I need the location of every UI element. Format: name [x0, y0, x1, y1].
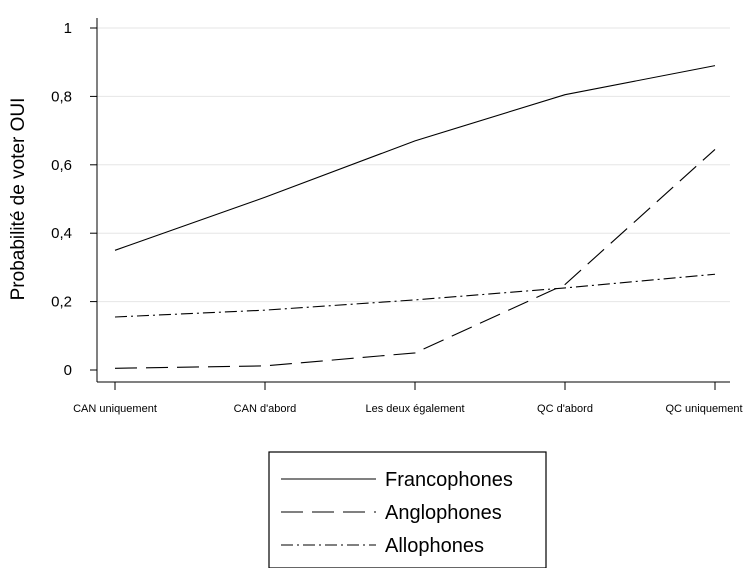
- y-ticks: 0 0,2 0,4 0,6 0,8 1: [51, 20, 97, 379]
- legend-box: [268, 451, 547, 568]
- legend-label-anglophones: Anglophones: [385, 502, 502, 524]
- y-tick-label: 0,4: [51, 225, 72, 242]
- series-line-francophones: [114, 65, 716, 251]
- axes: [96, 18, 730, 383]
- series-line-allophones: [114, 273, 716, 318]
- x-ticks: CAN uniquement CAN d'abord Les deux égalem…: [73, 382, 743, 415]
- x-tick-label: Les deux également: [365, 403, 464, 415]
- x-tick-label: QC d'abord: [537, 403, 593, 415]
- series-lines: [114, 65, 716, 369]
- legend: Francophones Anglophones Allophones: [268, 451, 547, 568]
- y-tick-label: 0,6: [51, 157, 72, 174]
- x-tick-label: CAN d'abord: [234, 403, 297, 415]
- x-tick-label: QC uniquement: [665, 403, 742, 415]
- y-tick-label: 0,8: [51, 88, 72, 105]
- legend-label-allophones: Allophones: [385, 535, 484, 557]
- series-line-anglophones: [114, 149, 716, 369]
- legend-label-francophones: Francophones: [385, 469, 513, 491]
- y-tick-label: 1: [64, 20, 72, 37]
- x-tick-label: CAN uniquement: [73, 403, 157, 415]
- y-axis-label: Probabilité de voter OUI: [8, 98, 29, 301]
- y-tick-label: 0: [64, 362, 72, 379]
- gridlines: [97, 27, 730, 303]
- y-tick-label: 0,2: [51, 294, 72, 311]
